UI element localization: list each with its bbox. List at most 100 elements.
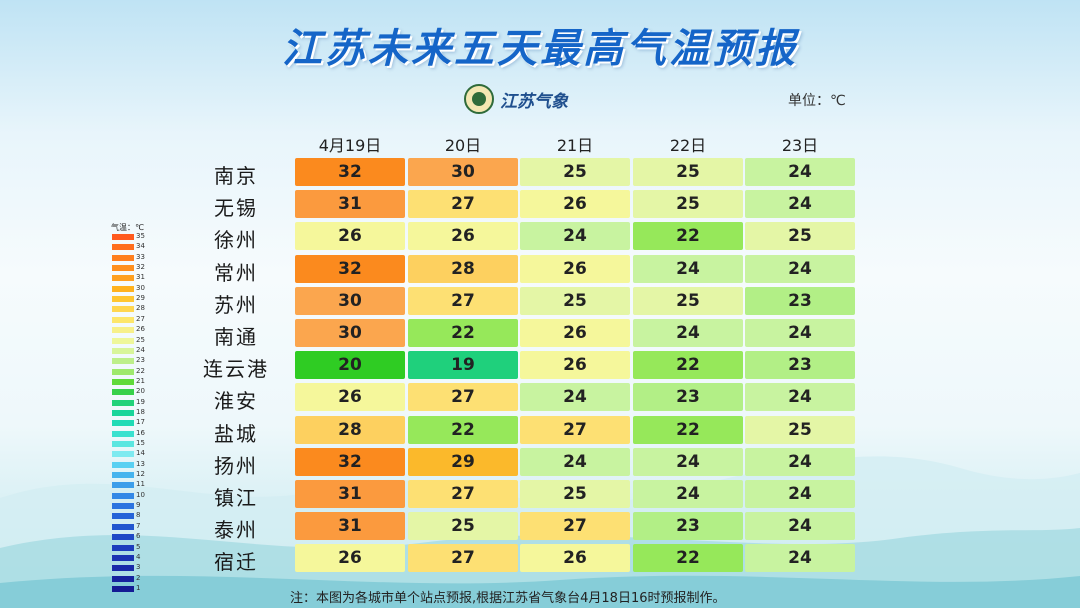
temperature-cell: 26 [520, 544, 630, 573]
legend-label: 28 [136, 304, 145, 313]
legend-label: 29 [136, 294, 145, 303]
date-header-1: 20日 [444, 136, 482, 155]
legend-label: 27 [136, 314, 145, 323]
temperature-cell: 26 [408, 222, 518, 251]
temperature-cell: 30 [295, 286, 405, 315]
temperature-cell: 25 [520, 480, 630, 508]
date-header-4: 23日 [781, 136, 819, 155]
legend-label: 26 [136, 325, 145, 334]
city-label: 无锡 [214, 196, 258, 221]
temperature-cell: 24 [520, 447, 630, 476]
temperature-cell: 25 [633, 286, 743, 315]
legend-label: 13 [136, 459, 145, 468]
date-header-2: 21日 [556, 136, 594, 155]
footnote: 注：本图为各城市单个站点预报,根据江苏省气象台4月18日16时预报制作。 [290, 591, 726, 606]
temperature-cell: 24 [633, 254, 743, 283]
legend-swatch [112, 575, 134, 582]
temperature-cell: 32 [295, 254, 405, 283]
temperature-cell: 27 [408, 286, 518, 315]
city-label: 徐州 [214, 228, 258, 253]
legend-swatch [112, 347, 134, 354]
temperature-cell: 30 [295, 319, 405, 347]
temperature-cell: 31 [295, 190, 405, 219]
temperature-cell: 27 [408, 190, 518, 219]
legend-label: 11 [136, 480, 145, 489]
legend-label: 34 [136, 242, 145, 251]
city-label: 南京 [214, 164, 258, 188]
legend-swatch [112, 544, 134, 551]
legend-label: 24 [136, 345, 145, 354]
legend-swatch [112, 482, 134, 489]
temperature-cell: 24 [633, 319, 743, 347]
legend-title: 气温：℃ [111, 223, 144, 232]
temperature-cell: 22 [633, 415, 743, 444]
date-header-0: 4月19日 [318, 136, 382, 155]
temperature-cell: 26 [520, 351, 630, 380]
legend-swatch [112, 296, 134, 303]
temperature-cell: 29 [408, 447, 518, 476]
temperature-cell: 24 [745, 254, 855, 283]
legend-swatch [112, 461, 134, 468]
city-label: 镇江 [214, 486, 258, 510]
legend-label: 35 [136, 232, 145, 240]
city-label: 常州 [214, 260, 258, 285]
temperature-cell: 28 [408, 254, 518, 283]
date-header-3: 22日 [669, 136, 707, 155]
temperature-cell: 27 [520, 512, 630, 541]
legend-swatch [112, 441, 134, 447]
legend-label: 22 [136, 366, 145, 375]
legend-swatch [112, 337, 134, 344]
temperature-cell: 27 [520, 415, 630, 444]
legend-swatch [112, 451, 134, 458]
temperature-cell: 25 [520, 286, 630, 315]
temperature-cell: 20 [295, 351, 405, 380]
temperature-cell: 27 [408, 480, 518, 508]
temperature-cell: 23 [745, 286, 855, 315]
legend-swatch [112, 565, 134, 572]
legend-swatch [112, 430, 134, 437]
legend-label: 25 [136, 335, 145, 344]
temperature-cell: 22 [633, 222, 743, 251]
city-label: 泰州 [214, 518, 258, 543]
temperature-cell: 24 [633, 447, 743, 476]
legend-swatch [112, 399, 134, 406]
legend-swatch [112, 368, 134, 375]
legend-swatch [112, 378, 134, 385]
city-label: 宿迁 [214, 550, 258, 575]
temperature-cell: 24 [745, 447, 855, 476]
legend-swatch [112, 534, 134, 541]
temperature-cell: 19 [408, 351, 518, 380]
legend-swatch [112, 285, 134, 292]
legend-label: 1 [136, 583, 141, 592]
city-label: 连云港 [203, 357, 269, 382]
temperature-cell: 26 [295, 222, 405, 251]
temperature-cell: 24 [633, 480, 743, 508]
legend-swatch [112, 585, 134, 592]
legend-label: 4 [136, 552, 141, 561]
city-label: 盐城 [214, 421, 258, 446]
legend-label: 17 [136, 418, 145, 427]
legend-label: 9 [136, 501, 141, 510]
temperature-cell: 23 [633, 512, 743, 541]
temperature-cell: 28 [295, 415, 405, 444]
temperature-cell: 26 [520, 190, 630, 219]
legend-label: 33 [136, 252, 145, 261]
legend-label: 21 [136, 376, 145, 385]
legend-label: 19 [136, 397, 145, 406]
temperature-cell: 30 [408, 158, 518, 186]
city-label: 扬州 [214, 453, 258, 478]
legend-swatch [112, 409, 134, 416]
legend-label: 20 [136, 387, 145, 396]
city-label: 苏州 [214, 292, 258, 317]
legend-swatch [112, 420, 134, 427]
temperature-cell: 23 [633, 383, 743, 412]
temperature-cell: 23 [745, 351, 855, 380]
legend-swatch [112, 234, 134, 240]
temperature-cell: 24 [520, 222, 630, 251]
legend-swatch [112, 513, 134, 520]
temperature-cell: 24 [745, 383, 855, 412]
temperature-cell: 22 [408, 319, 518, 347]
city-label: 南通 [214, 325, 258, 349]
legend-label: 2 [136, 573, 141, 582]
legend-label: 7 [136, 521, 141, 530]
